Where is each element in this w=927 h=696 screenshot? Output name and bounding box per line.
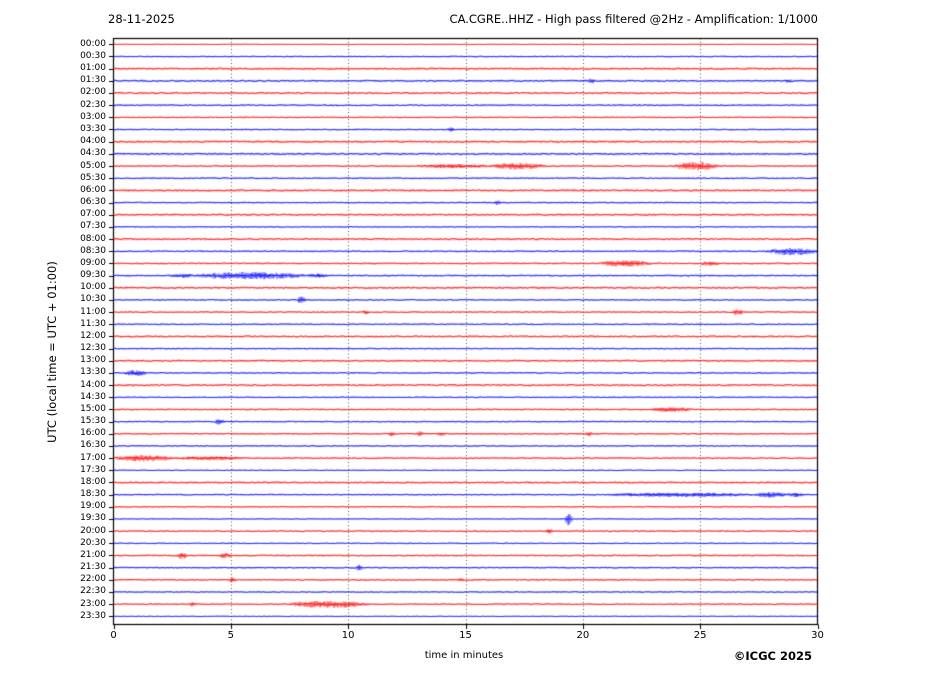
station-title: CA.CGRE..HHZ - High pass filtered @2Hz -…: [449, 12, 818, 26]
y-tick-label: 18:00: [80, 476, 106, 487]
y-tick-label: 04:00: [80, 136, 106, 147]
y-tick-label: 22:30: [80, 586, 106, 597]
y-tick-label: 13:00: [80, 355, 106, 366]
y-tick-label: 22:00: [80, 574, 106, 585]
y-tick-label: 15:30: [80, 416, 106, 427]
y-tick-label: 08:30: [80, 245, 106, 256]
y-tick-label: 10:00: [80, 282, 106, 293]
y-tick-label: 09:00: [80, 257, 106, 268]
x-tick-label: 0: [110, 630, 117, 641]
y-tick-label: 09:30: [80, 270, 106, 281]
y-tick-label: 17:30: [80, 464, 106, 475]
x-tick-label: 20: [576, 630, 590, 641]
y-tick-label: 05:00: [80, 160, 106, 171]
y-tick-label: 18:30: [80, 489, 106, 500]
y-tick-label: 06:30: [80, 197, 106, 207]
y-tick-label: 19:30: [80, 513, 106, 524]
y-tick-label: 05:30: [80, 172, 106, 183]
y-tick-label: 11:00: [80, 306, 106, 317]
x-axis-title: time in minutes: [424, 650, 504, 661]
y-tick-label: 13:30: [80, 367, 106, 378]
y-tick-label: 07:00: [80, 209, 106, 220]
y-tick-label: 08:00: [80, 233, 106, 244]
x-tick-label: 25: [693, 630, 707, 641]
y-tick-label: 16:00: [80, 428, 106, 439]
y-tick-label: 02:30: [80, 99, 106, 110]
y-tick-label: 16:30: [80, 440, 106, 451]
y-tick-label: 00:30: [80, 50, 106, 61]
y-tick-label: 17:00: [80, 452, 106, 463]
y-tick-label: 15:00: [80, 403, 106, 414]
y-tick-label: 14:30: [80, 391, 106, 402]
x-tick-label: 15: [459, 630, 472, 641]
credit-label: ©ICGC 2025: [733, 649, 812, 663]
y-tick-label: 12:30: [80, 343, 106, 354]
y-tick-label: 07:30: [80, 221, 106, 232]
y-tick-label: 03:30: [80, 123, 106, 134]
y-tick-label: 01:30: [80, 75, 106, 86]
x-tick-label: 10: [341, 630, 355, 641]
y-tick-label: 10:30: [80, 294, 106, 305]
y-tick-label: 14:00: [80, 379, 106, 390]
y-tick-label: 06:00: [80, 184, 106, 195]
y-tick-label: 12:00: [80, 330, 106, 341]
y-tick-label: 23:00: [80, 598, 106, 609]
y-tick-label: 01:00: [80, 63, 106, 74]
x-tick-label: 30: [811, 630, 824, 641]
y-tick-label: 21:30: [80, 562, 106, 573]
x-tick-label: 5: [227, 630, 235, 641]
y-tick-label: 00:00: [80, 38, 106, 49]
y-tick-label: 11:30: [80, 318, 106, 329]
y-tick-label: 03:00: [80, 111, 106, 122]
y-tick-label: 21:00: [80, 549, 106, 560]
y-tick-label: 04:30: [80, 148, 106, 159]
y-tick-label: 20:30: [80, 537, 106, 548]
y-tick-label: 23:30: [80, 610, 106, 621]
y-tick-label: 19:00: [80, 501, 106, 512]
date-title: 28-11-2025: [108, 12, 175, 26]
y-tick-label: 02:00: [80, 87, 106, 98]
y-tick-label: 20:00: [80, 525, 106, 536]
